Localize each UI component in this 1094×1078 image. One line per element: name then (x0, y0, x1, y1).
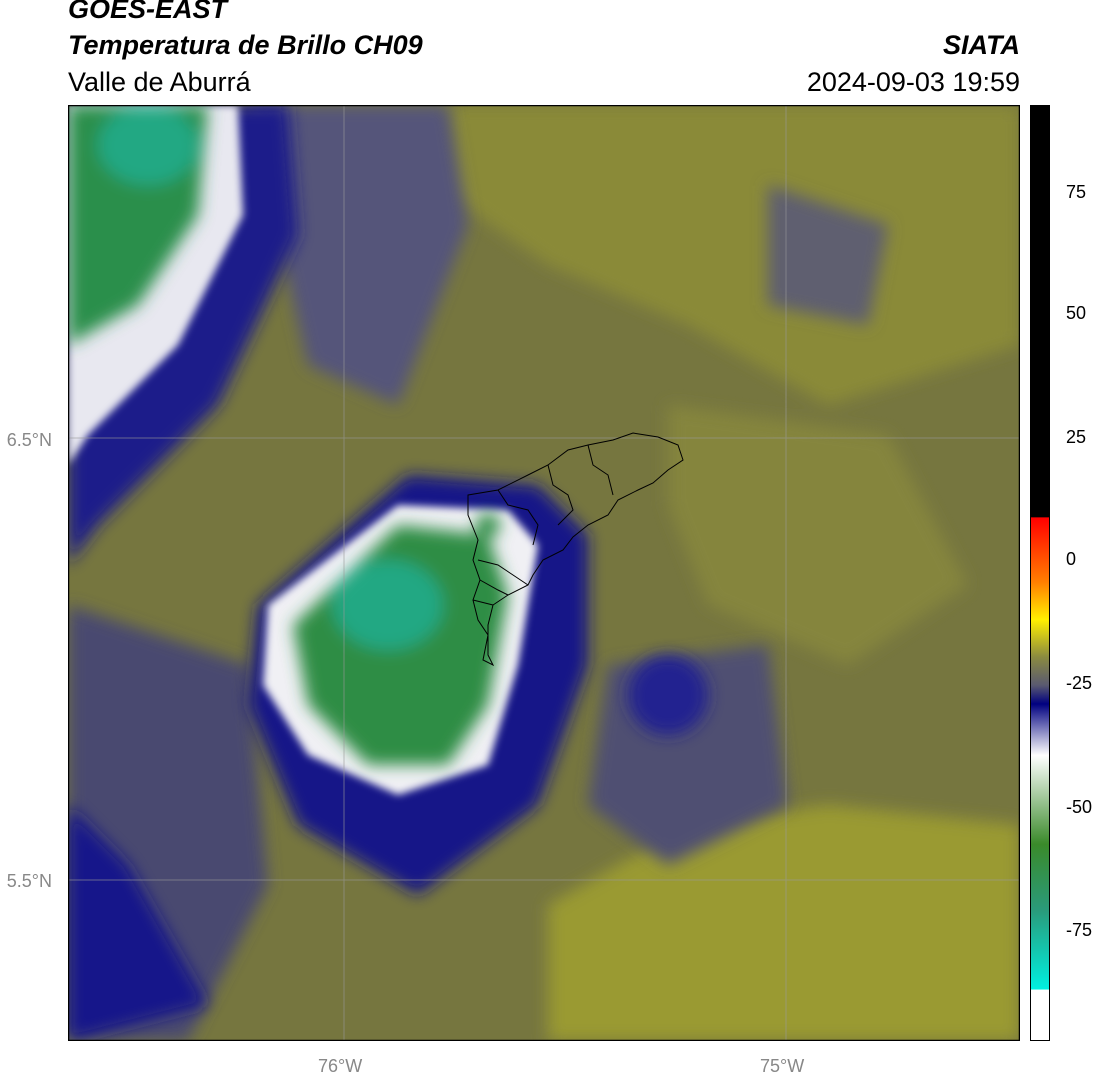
lat-label-6-5: 6.5°N (6, 430, 52, 450)
colorbar-tick: -25 (1066, 673, 1093, 693)
colorbar-tick: 50 (1066, 303, 1087, 323)
municipal-boundaries (467, 432, 684, 667)
organization-label: SIATA (943, 30, 1020, 60)
satellite-title: GOES-EAST (68, 0, 228, 24)
brightness-temperature-map (68, 105, 1020, 1041)
gridlines (68, 105, 1020, 1041)
lon-label-76w: 76°W (318, 1056, 363, 1076)
colorbar-tick: -50 (1066, 797, 1093, 817)
colorbar-tick: 25 (1066, 427, 1087, 447)
colorbar-tick: 75 (1066, 182, 1087, 202)
colorbar (1030, 105, 1050, 1041)
map-frame (68, 105, 1020, 1041)
colorbar-tick: 0 (1066, 549, 1077, 569)
timestamp-label: 2024-09-03 19:59 (806, 67, 1020, 97)
colorbar-tick: -75 (1066, 920, 1093, 940)
warm-areas (448, 105, 1020, 1041)
colorbar-gradient (1030, 105, 1050, 1041)
lat-label-5-5: 5.5°N (6, 871, 52, 891)
region-subtitle: Valle de Aburrá (68, 67, 251, 97)
product-title: Temperatura de Brillo CH09 (68, 30, 423, 60)
convective-cores (68, 105, 508, 765)
cool-areas (68, 105, 888, 1041)
lon-label-75w: 75°W (760, 1056, 805, 1076)
